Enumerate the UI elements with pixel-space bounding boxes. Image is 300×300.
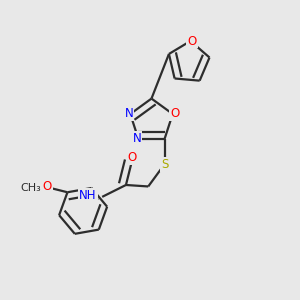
Text: S: S — [161, 158, 168, 171]
Text: O: O — [188, 34, 196, 47]
Text: NH: NH — [79, 189, 97, 202]
Text: O: O — [43, 180, 52, 193]
Text: CH₃: CH₃ — [20, 183, 41, 193]
Text: N: N — [133, 132, 141, 146]
Text: O: O — [127, 151, 136, 164]
Text: O: O — [170, 107, 180, 121]
Text: N: N — [124, 107, 133, 121]
